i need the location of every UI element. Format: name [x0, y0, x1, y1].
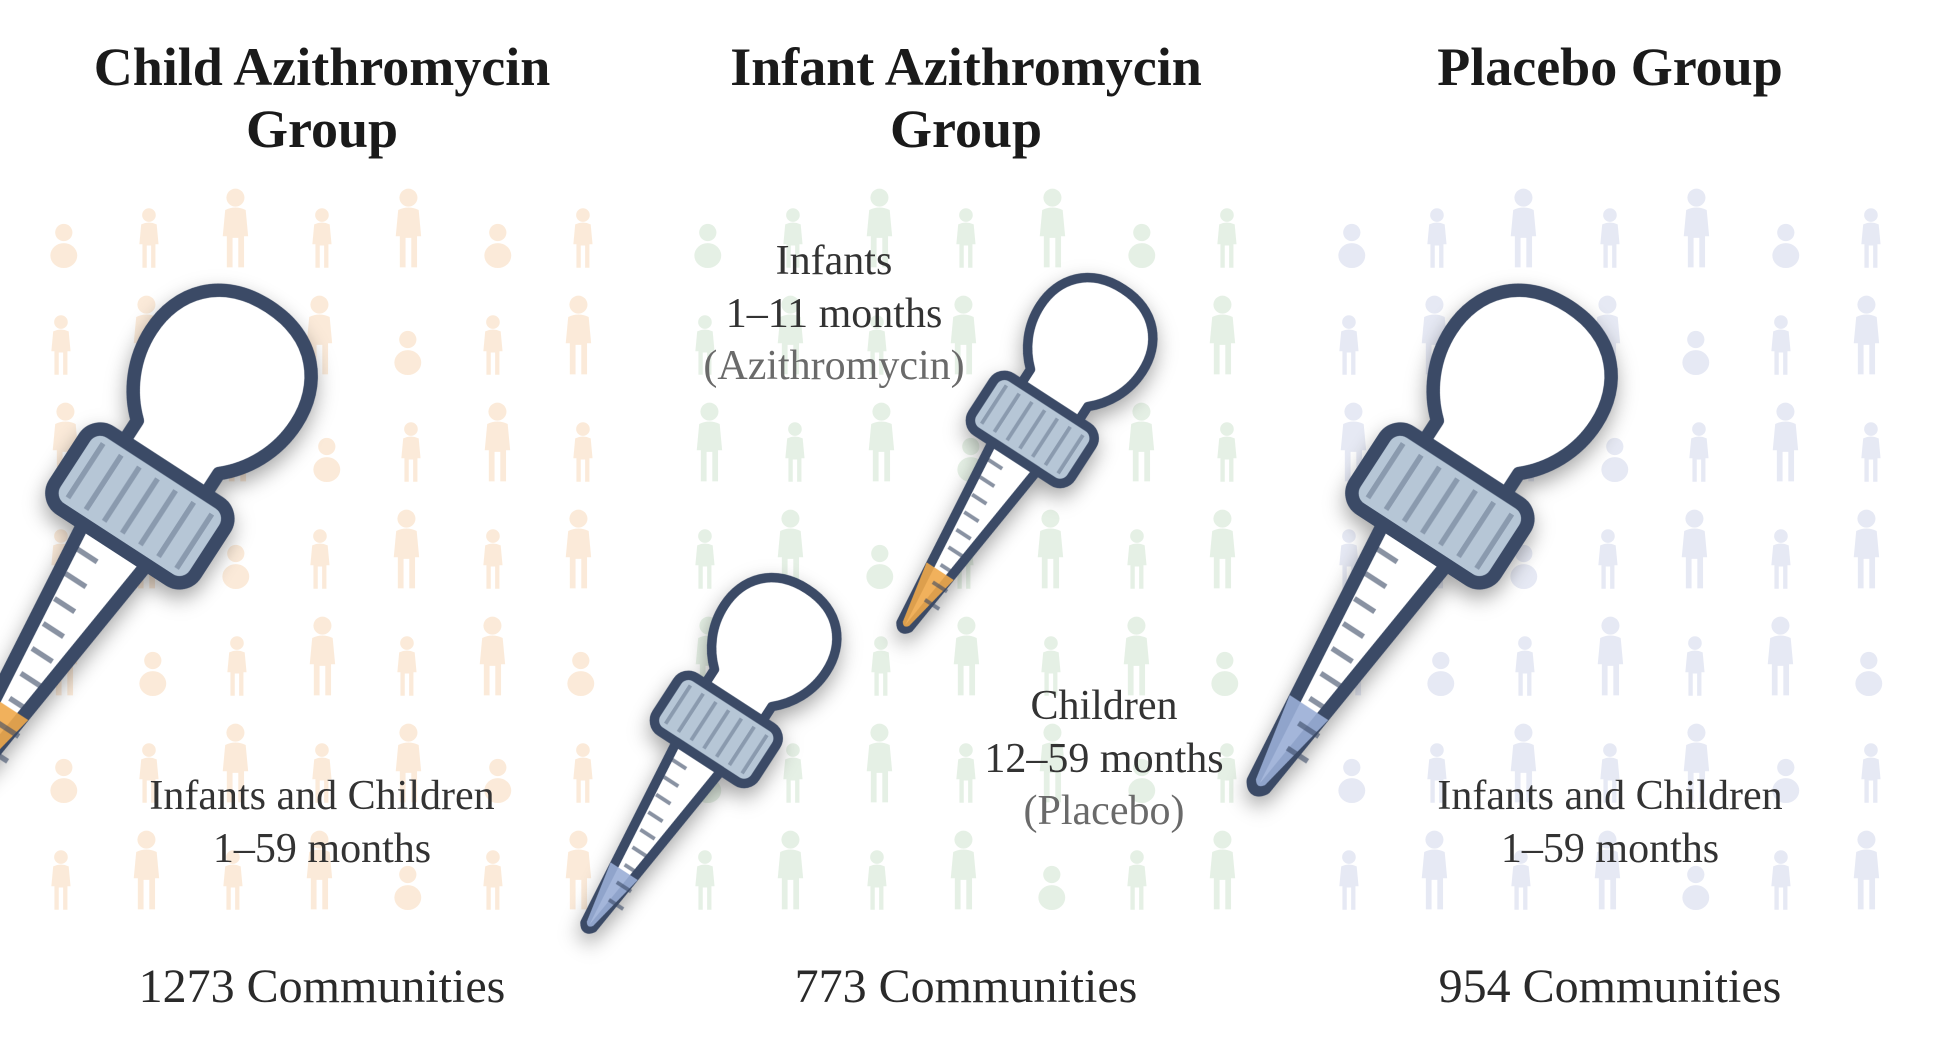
person-silhouette-icon	[474, 615, 511, 697]
person-silhouette-icon	[479, 528, 507, 590]
person-silhouette-icon	[691, 401, 728, 483]
panel-title: Placebo Group	[1288, 36, 1932, 98]
label-line-2: 1–59 months	[1501, 826, 1719, 872]
person-silhouette-icon	[569, 421, 597, 483]
person-silhouette-icon	[569, 207, 597, 269]
infographic-stage: Child Azithromycin Group Infants and Chi…	[0, 0, 1934, 1050]
title-line-1: Child Azithromycin	[94, 37, 551, 97]
person-silhouette-icon	[560, 508, 597, 590]
person-silhouette-icon	[393, 635, 421, 697]
person-silhouette-icon	[388, 508, 425, 590]
person-silhouette-icon	[1035, 863, 1069, 911]
title-line-1: Placebo Group	[1437, 37, 1783, 97]
panel-title: Child Azithromycin Group	[0, 36, 644, 160]
title-line-2: Group	[246, 99, 398, 159]
group-label: Infants and Children 1–59 months	[1288, 770, 1932, 875]
communities-count: 773 Communities	[644, 959, 1288, 1014]
communities-count: 954 Communities	[1288, 959, 1932, 1014]
person-silhouette-icon	[1767, 314, 1795, 376]
person-silhouette-icon	[1767, 528, 1795, 590]
person-silhouette-icon	[1204, 829, 1241, 911]
person-silhouette-icon	[945, 829, 982, 911]
person-silhouette-icon	[308, 207, 336, 269]
person-silhouette-icon	[391, 328, 425, 376]
panel-title: Infant Azithromycin Group	[644, 36, 1288, 160]
label-paren: (Placebo)	[1024, 788, 1185, 834]
label-line-1: Infants	[776, 238, 893, 284]
title-line-2: Group	[890, 99, 1042, 159]
label-line-1: Infants and Children	[149, 773, 494, 819]
person-silhouette-icon	[1767, 401, 1804, 483]
person-silhouette-icon	[1678, 187, 1715, 269]
label-line-2: 1–59 months	[213, 826, 431, 872]
person-silhouette-icon	[781, 421, 809, 483]
person-silhouette-icon	[479, 401, 516, 483]
communities-count: 1273 Communities	[0, 959, 644, 1014]
person-silhouette-icon	[1857, 207, 1885, 269]
person-silhouette-icon	[560, 294, 597, 376]
person-silhouette-icon	[217, 187, 254, 269]
person-silhouette-icon	[481, 221, 515, 269]
label-line-2: 1–11 months	[726, 291, 943, 337]
person-silhouette-icon	[1769, 221, 1803, 269]
person-silhouette-icon	[1857, 421, 1885, 483]
person-silhouette-icon	[1681, 635, 1709, 697]
label-line-1: Infants and Children	[1437, 773, 1782, 819]
person-silhouette-icon	[1848, 294, 1885, 376]
person-silhouette-icon	[1848, 508, 1885, 590]
person-silhouette-icon	[1123, 849, 1151, 911]
person-silhouette-icon	[390, 187, 427, 269]
person-silhouette-icon	[1125, 221, 1159, 269]
person-silhouette-icon	[1596, 207, 1624, 269]
person-silhouette-icon	[1852, 649, 1886, 697]
person-silhouette-icon	[479, 314, 507, 376]
person-silhouette-icon	[1213, 207, 1241, 269]
person-silhouette-icon	[863, 849, 891, 911]
title-line-1: Infant Azithromycin	[730, 37, 1202, 97]
person-silhouette-icon	[1762, 615, 1799, 697]
panel-placebo: Placebo Group Infants and Children 1–59 …	[1288, 0, 1932, 1050]
